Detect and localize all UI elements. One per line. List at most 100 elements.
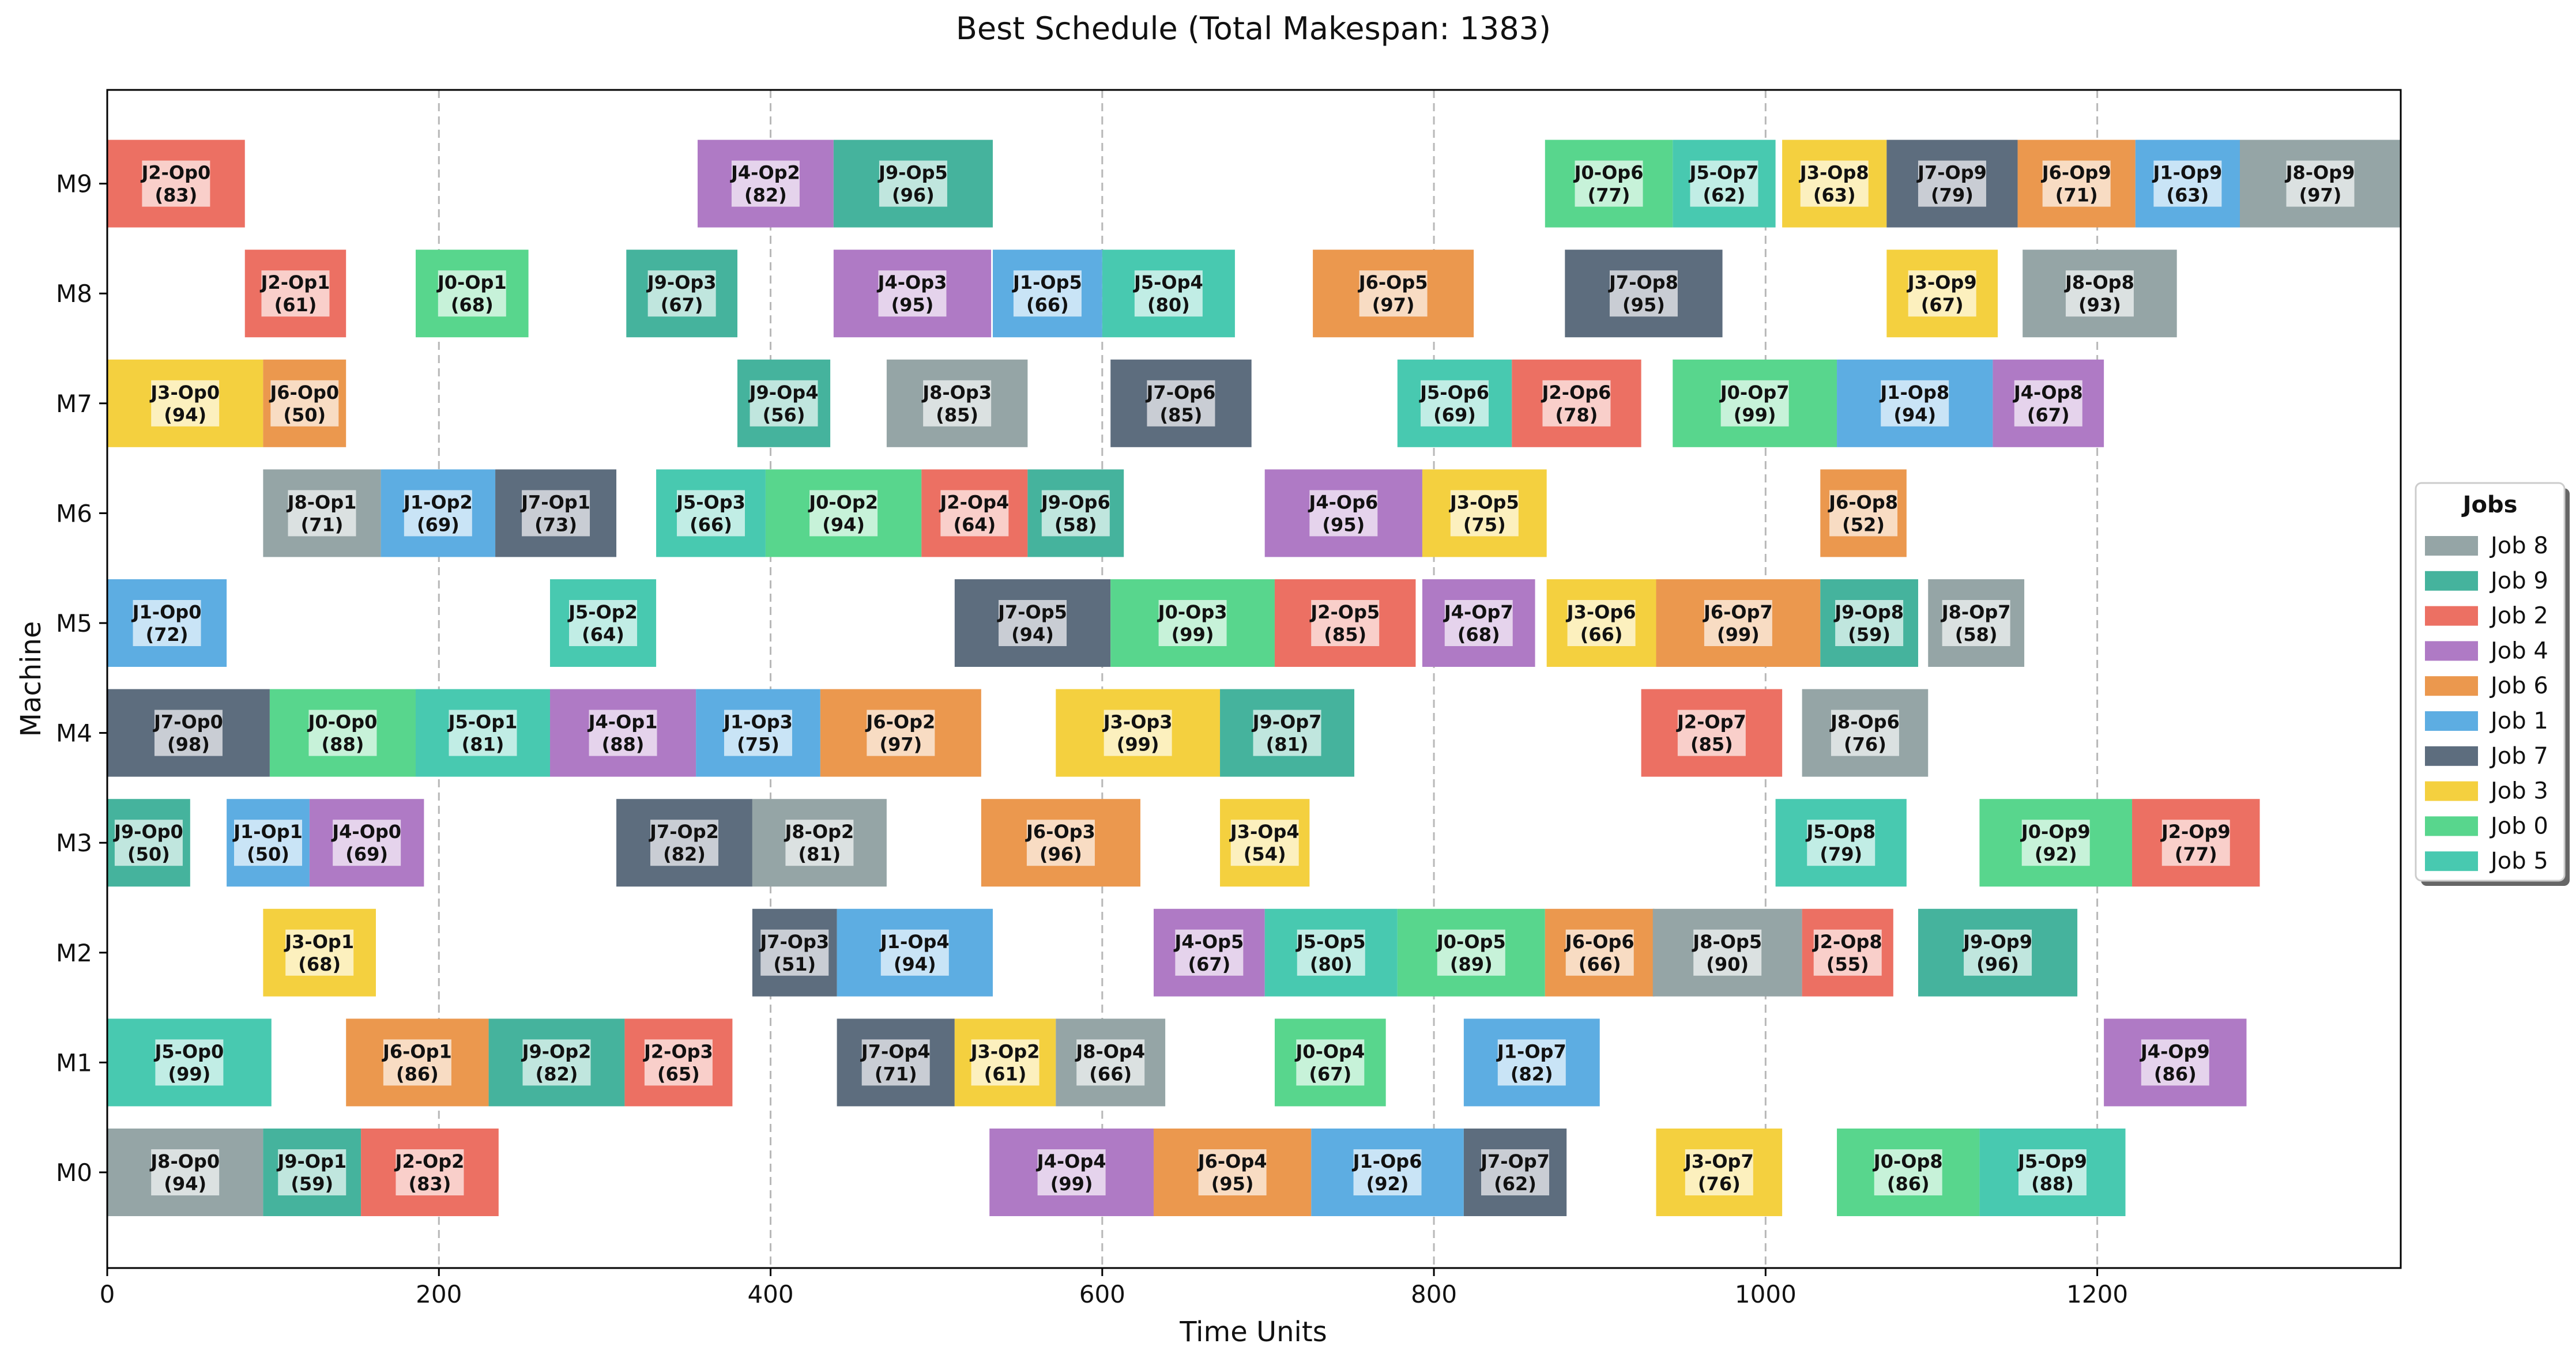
- operation-label: J8-Op4: [1075, 1040, 1145, 1062]
- operation-label-box: [1677, 710, 1746, 756]
- operation-label: J9-Op2: [521, 1040, 592, 1062]
- operation-label-box: [785, 820, 854, 866]
- operation-label-box: [404, 490, 472, 537]
- operation-label: J3-Op3: [1102, 711, 1173, 733]
- operation-label-box: [288, 490, 356, 537]
- operation-bar-group: J7-Op0(98): [107, 689, 270, 777]
- y-tick-label: M8: [56, 280, 92, 308]
- operation-bar-group: J4-Op1(88): [549, 689, 696, 777]
- y-axis-label: Machine: [15, 621, 47, 737]
- operation-duration-label: (52): [1842, 514, 1885, 535]
- operation-label: J9-Op3: [646, 271, 717, 293]
- operation-duration-label: (62): [1494, 1173, 1536, 1195]
- operation-label: J2-Op9: [2160, 821, 2231, 843]
- operation-bar-group: J1-Op5(66): [992, 250, 1102, 338]
- operation-bar-group: J9-Op8(59): [1820, 579, 1918, 667]
- operation-label: J7-Op5: [997, 601, 1067, 623]
- operation-label-box: [880, 929, 949, 976]
- operation-label-box: [1037, 1149, 1106, 1195]
- operation-label: J7-Op1: [520, 491, 590, 513]
- operation-label: J9-Op1: [276, 1150, 347, 1172]
- legend-title: Jobs: [2461, 492, 2518, 518]
- legend-entry-label: Job 9: [2489, 568, 2548, 594]
- operation-label: J3-Op2: [970, 1040, 1040, 1062]
- operation-bar-group: J3-Op7(76): [1656, 1129, 1783, 1216]
- operation-duration-label: (67): [661, 294, 703, 316]
- operation-label-box: [133, 600, 201, 646]
- operation-label-box: [1437, 929, 1505, 976]
- operation-bar-group: J8-Op6(76): [1802, 689, 1929, 777]
- operation-duration-label: (71): [301, 514, 344, 535]
- operation-duration-label: (66): [1579, 953, 1621, 975]
- operation-label: J6-Op1: [382, 1040, 452, 1062]
- operation-duration-label: (88): [2031, 1173, 2074, 1195]
- operation-duration-label: (81): [462, 734, 504, 756]
- legend-entry-label: Job 7: [2489, 743, 2548, 769]
- operation-bar-group: J2-Op1(61): [244, 250, 347, 338]
- operation-duration-label: (82): [663, 843, 706, 865]
- operation-label: J6-Op0: [269, 382, 339, 403]
- operation-label-box: [589, 710, 657, 756]
- operation-duration-label: (97): [2299, 184, 2342, 206]
- operation-label-box: [396, 1149, 464, 1195]
- operation-bar-group: J3-Op6(66): [1546, 579, 1656, 667]
- operation-label-box: [1444, 600, 1513, 646]
- operation-bar-group: J2-Op4(64): [921, 469, 1028, 557]
- operation-label-box: [1450, 490, 1519, 537]
- operation-duration-label: (72): [146, 624, 189, 646]
- operation-duration-label: (67): [2027, 404, 2070, 426]
- operation-label-box: [1813, 929, 1882, 976]
- operation-label-box: [1147, 380, 1215, 427]
- operation-duration-label: (75): [1463, 514, 1506, 535]
- operation-duration-label: (80): [1147, 294, 1190, 316]
- operation-bar-group: J5-Op5(80): [1264, 908, 1398, 997]
- operation-duration-label: (51): [773, 953, 816, 975]
- operation-duration-label: (69): [417, 514, 460, 535]
- operation-duration-label: (77): [2175, 843, 2217, 865]
- operation-label-box: [1497, 1039, 1566, 1086]
- operation-label: J6-Op6: [1564, 931, 1635, 953]
- operation-bar-group: J0-Op0(88): [269, 689, 416, 777]
- operation-bar-group: J6-Op8(52): [1820, 469, 1907, 557]
- operation-label: J5-Op8: [1805, 821, 1875, 843]
- operation-label: J8-Op6: [1829, 711, 1900, 733]
- operation-label-box: [1359, 270, 1428, 317]
- operation-bar-group: J3-Op8(63): [1782, 139, 1887, 228]
- operation-duration-label: (85): [1690, 734, 1733, 756]
- operation-bar-group: J3-Op3(99): [1056, 689, 1221, 777]
- operation-duration-label: (82): [1511, 1063, 1553, 1085]
- operation-bar-group: J0-Op3(99): [1110, 579, 1275, 667]
- legend-entry-label: Job 1: [2489, 708, 2548, 734]
- operation-duration-label: (56): [763, 404, 805, 426]
- legend-swatch: [2425, 641, 2478, 661]
- operation-label: J7-Op3: [759, 931, 829, 953]
- operation-label-box: [1076, 1039, 1145, 1086]
- operation-label: J7-Op2: [649, 821, 719, 843]
- operation-label: J4-Op8: [2013, 382, 2083, 403]
- operation-duration-label: (76): [1844, 734, 1886, 756]
- operation-bar-group: J5-Op6(69): [1397, 359, 1512, 447]
- operation-bar-group: J1-Op6(92): [1311, 1129, 1464, 1216]
- legend-entry-label: Job 3: [2489, 778, 2548, 805]
- operation-label-box: [724, 710, 792, 756]
- operation-label-box: [644, 1039, 713, 1086]
- operation-label-box: [2141, 1039, 2209, 1086]
- operation-label-box: [1421, 380, 1489, 427]
- operation-bar-group: J2-Op2(83): [361, 1129, 499, 1216]
- operation-duration-label: (94): [1893, 404, 1936, 426]
- operation-label: J3-Op4: [1229, 821, 1300, 843]
- operation-duration-label: (88): [602, 734, 645, 756]
- operation-label: J5-Op9: [2017, 1150, 2087, 1172]
- operation-label-box: [1800, 160, 1869, 207]
- operation-bar-group: J2-Op9(77): [2132, 799, 2260, 887]
- y-tick-label: M7: [56, 390, 92, 418]
- operation-bar-group: J9-Op3(67): [626, 250, 738, 338]
- operation-bar-group: J9-Op5(96): [833, 139, 993, 228]
- operation-label-box: [1720, 380, 1789, 427]
- operation-label: J2-Op0: [140, 162, 210, 184]
- operation-bar-group: J2-Op6(78): [1512, 359, 1641, 447]
- operation-bar-group: J6-Op4(95): [1153, 1129, 1312, 1216]
- operation-duration-label: (92): [2035, 843, 2077, 865]
- operation-bar-group: J9-Op0(50): [107, 799, 190, 887]
- operation-duration-label: (86): [1887, 1173, 1930, 1195]
